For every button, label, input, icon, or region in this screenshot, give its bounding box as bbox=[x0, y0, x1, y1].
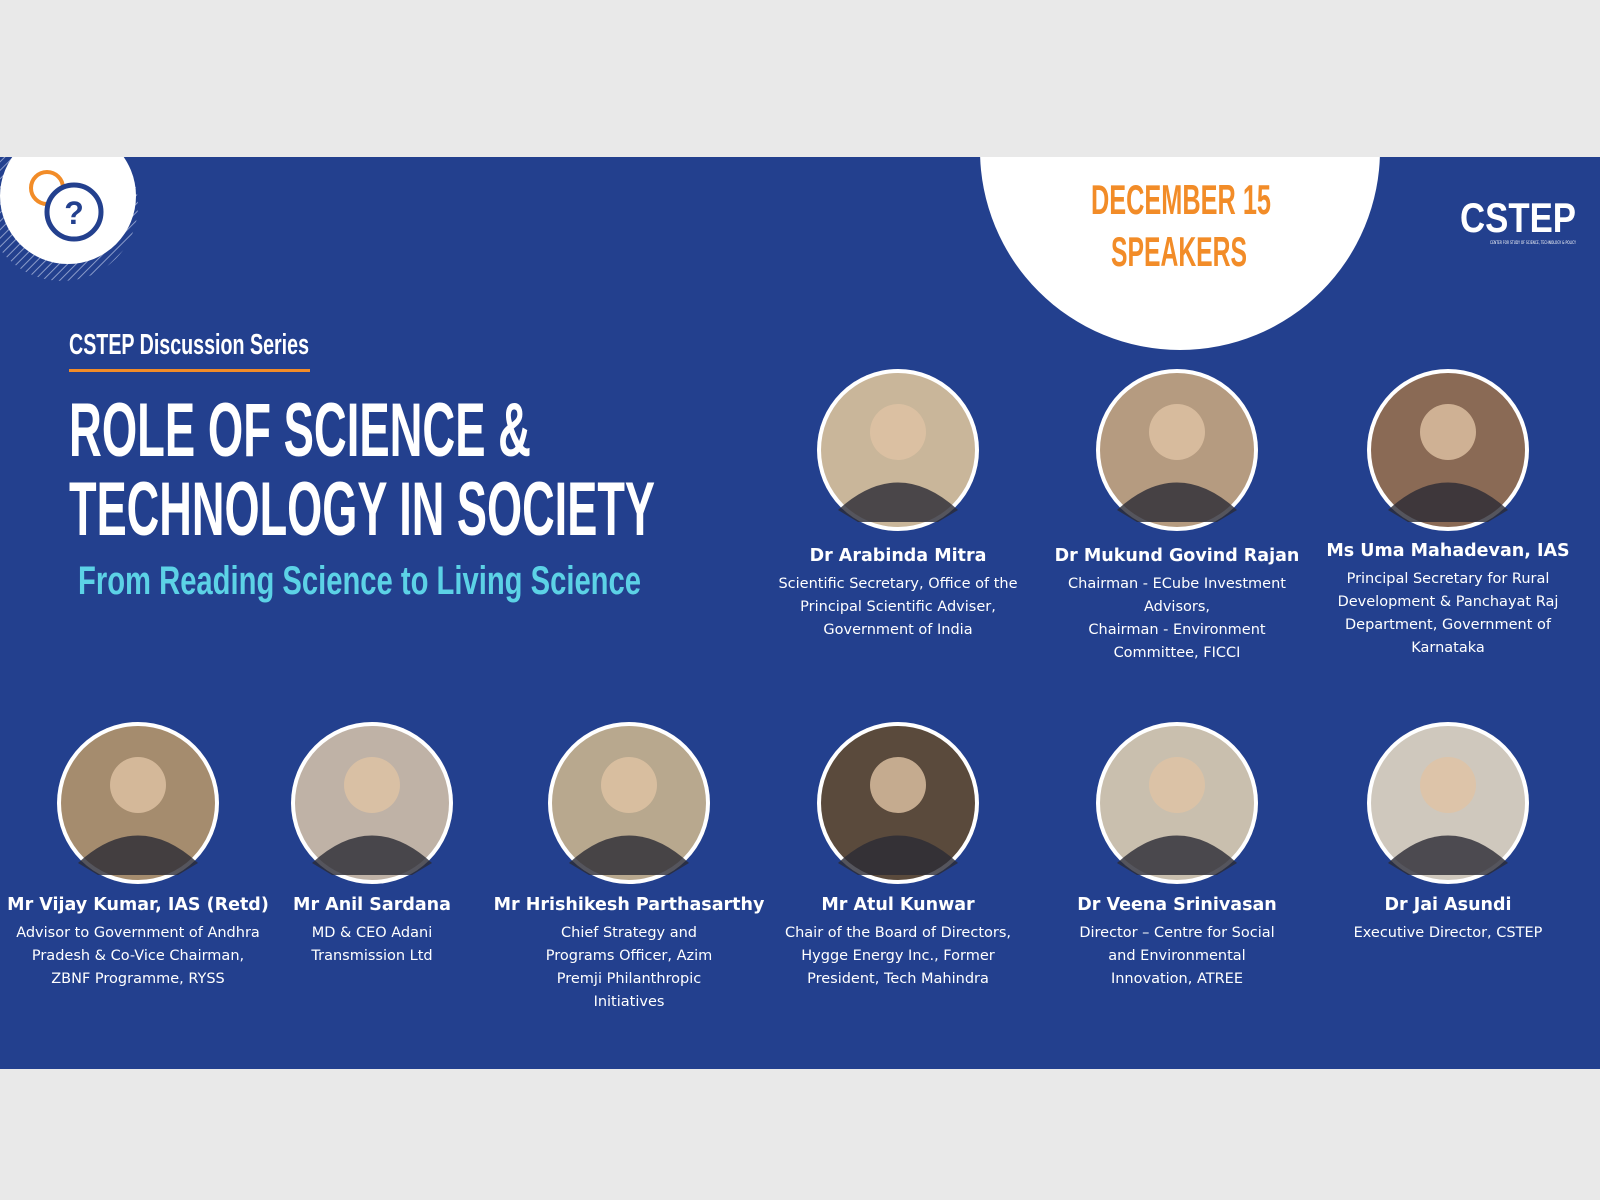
photo-body bbox=[1117, 835, 1237, 875]
speaker-role: Principal Scientific Adviser, bbox=[800, 599, 996, 615]
speaker-role: Director – Centre for Social bbox=[1079, 925, 1274, 941]
photo-head bbox=[870, 404, 926, 460]
speaker-card: Ms Uma Mahadevan, IAS Principal Secretary… bbox=[1326, 369, 1570, 656]
photo-body bbox=[78, 835, 198, 875]
speaker-card: Dr Jai Asundi Executive Director, CSTEP bbox=[1354, 722, 1543, 941]
speaker-card: Dr Mukund Govind Rajan Chairman - ECube I… bbox=[1055, 369, 1300, 661]
speakers: Dr Arabinda Mitra Scientific Secretary, O… bbox=[7, 369, 1570, 1010]
speaker-role: Advisor to Government of Andhra bbox=[16, 925, 260, 941]
underline bbox=[69, 369, 310, 372]
date: DECEMBER 15 bbox=[1091, 176, 1271, 223]
speaker-role: Chair of the Board of Directors, bbox=[785, 925, 1011, 941]
speaker-role: Chief Strategy and bbox=[561, 925, 697, 941]
banner bbox=[0, 157, 1600, 1069]
question-icon: ? bbox=[29, 170, 104, 242]
speaker-role: Initiatives bbox=[594, 994, 665, 1010]
photo-body bbox=[312, 835, 432, 875]
speaker-role: Karnataka bbox=[1411, 640, 1485, 656]
speaker-card: Mr Vijay Kumar, IAS (Retd) Advisor to Gov… bbox=[7, 722, 269, 987]
speaker-role: Government of India bbox=[823, 622, 972, 638]
logo-tagline: CENTER FOR STUDY OF SCIENCE, TECHNOLOGY … bbox=[1490, 240, 1576, 246]
speaker-name: Mr Anil Sardana bbox=[293, 895, 451, 915]
photo-head bbox=[1420, 404, 1476, 460]
speaker-name: Dr Jai Asundi bbox=[1384, 895, 1511, 915]
photo-head bbox=[1149, 404, 1205, 460]
speaker-role: and Environmental bbox=[1108, 948, 1245, 964]
photo-body bbox=[1388, 835, 1508, 875]
speaker-card: Dr Veena Srinivasan Director – Centre for… bbox=[1077, 722, 1277, 987]
speaker-role: Transmission Ltd bbox=[310, 948, 432, 964]
speaker-card: Mr Hrishikesh Parthasarthy Chief Strategy… bbox=[494, 722, 765, 1010]
speaker-role: Pradesh & Co-Vice Chairman, bbox=[32, 948, 244, 964]
speaker-role: Advisors, bbox=[1144, 599, 1210, 615]
speaker-name: Dr Veena Srinivasan bbox=[1077, 895, 1277, 915]
speaker-role: Hygge Energy Inc., Former bbox=[801, 948, 995, 964]
speaker-role: Scientific Secretary, Office of the bbox=[778, 576, 1017, 592]
photo-head bbox=[110, 757, 166, 813]
speaker-role: Premji Philanthropic bbox=[557, 971, 702, 987]
photo-head bbox=[1149, 757, 1205, 813]
speaker-role: President, Tech Mahindra bbox=[807, 971, 989, 987]
speaker-name: Mr Vijay Kumar, IAS (Retd) bbox=[7, 895, 269, 915]
speaker-role: Committee, FICCI bbox=[1114, 645, 1241, 661]
title-line: TECHNOLOGY IN SOCIETY bbox=[69, 467, 655, 552]
speakers-label: SPEAKERS bbox=[1111, 228, 1247, 275]
speaker-name: Mr Atul Kunwar bbox=[821, 895, 975, 915]
photo-body bbox=[838, 835, 958, 875]
speaker-role: Chairman - Environment bbox=[1088, 622, 1265, 638]
speaker-name: Dr Arabinda Mitra bbox=[810, 546, 987, 566]
speaker-role: Innovation, ATREE bbox=[1111, 971, 1243, 987]
photo-body bbox=[838, 482, 958, 522]
photo-body bbox=[1117, 482, 1237, 522]
speaker-role: Principal Secretary for Rural bbox=[1347, 571, 1550, 587]
speaker-role: Executive Director, CSTEP bbox=[1354, 925, 1543, 941]
speaker-card: Mr Anil Sardana MD & CEO Adani Transmissio… bbox=[291, 722, 453, 964]
speaker-role: Development & Panchayat Raj bbox=[1338, 594, 1559, 610]
subtitle: From Reading Science to Living Science bbox=[78, 559, 641, 603]
speaker-name: Mr Hrishikesh Parthasarthy bbox=[494, 895, 765, 915]
date-circle bbox=[980, 157, 1380, 350]
speaker-role: ZBNF Programme, RYSS bbox=[51, 971, 225, 987]
title-line: ROLE OF SCIENCE & bbox=[69, 388, 531, 473]
speaker-role: MD & CEO Adani bbox=[312, 925, 432, 941]
photo-head bbox=[344, 757, 400, 813]
speaker-name: Dr Mukund Govind Rajan bbox=[1055, 546, 1300, 566]
photo-head bbox=[601, 757, 657, 813]
photo-body bbox=[1388, 482, 1508, 522]
photo-head bbox=[1420, 757, 1476, 813]
speaker-role: Chairman - ECube Investment bbox=[1068, 576, 1286, 592]
svg-text:?: ? bbox=[64, 195, 84, 231]
series-label: CSTEP Discussion Series bbox=[69, 329, 309, 361]
speaker-name: Ms Uma Mahadevan, IAS bbox=[1326, 541, 1569, 561]
speaker-role: Programs Officer, Azim bbox=[546, 948, 713, 964]
speaker-role: Department, Government of bbox=[1345, 617, 1552, 633]
top-margin bbox=[0, 0, 1600, 157]
photo-body bbox=[569, 835, 689, 875]
speaker-card: Mr Atul Kunwar Chair of the Board of Dire… bbox=[785, 722, 1011, 987]
speaker-card: Dr Arabinda Mitra Scientific Secretary, O… bbox=[778, 369, 1018, 638]
photo-head bbox=[870, 757, 926, 813]
logo: CSTEP bbox=[1460, 194, 1576, 241]
